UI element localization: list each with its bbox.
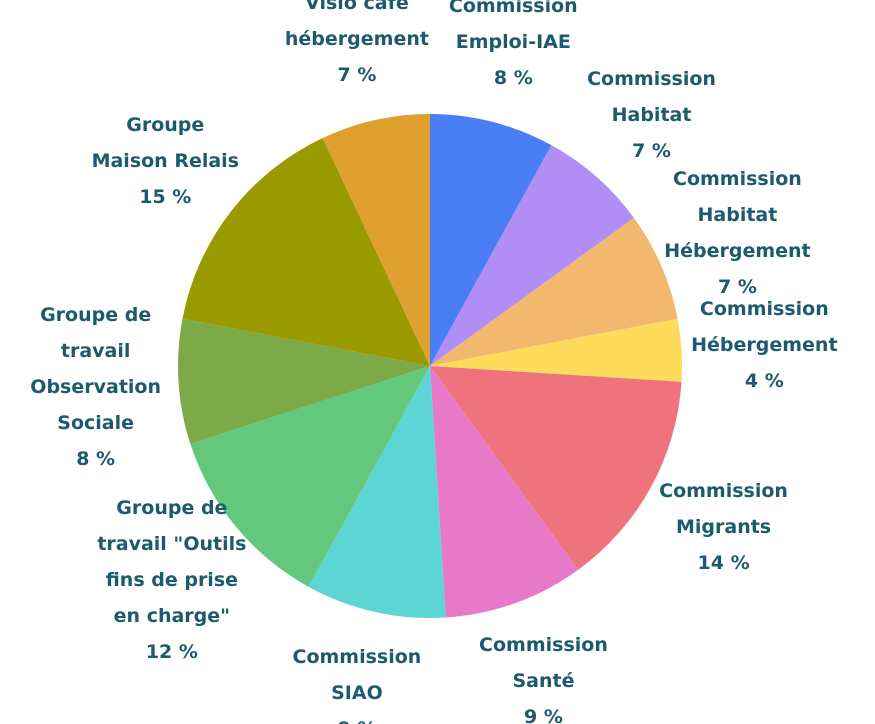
- slice-label: Commission Emploi-IAE 8 %: [433, 0, 593, 96]
- value-label: 9 %: [277, 711, 437, 724]
- category-label: Groupe Maison Relais: [91, 113, 239, 172]
- pie-slice: [430, 318, 683, 382]
- value-label: 7 %: [632, 139, 671, 162]
- slice-label: Commission Habitat Hébergement 7 %: [657, 161, 817, 305]
- value-label: 7 %: [337, 64, 377, 87]
- value-label: 14 %: [697, 552, 750, 575]
- pie-slice: [322, 114, 430, 366]
- value-label: 12 %: [145, 640, 198, 663]
- pie-slice: [178, 318, 430, 444]
- slice-label: Visio café hébergement 7 %: [277, 0, 437, 93]
- value-label: 4 %: [744, 369, 784, 392]
- pie-slice: [430, 145, 634, 366]
- category-label: Visio café hébergement: [284, 0, 429, 51]
- category-label: Commission Habitat: [587, 67, 716, 126]
- pie-slice: [190, 366, 430, 587]
- slice-label: Commission Migrants 14 %: [644, 473, 804, 581]
- slice-label: Groupe de travail Observation Sociale 8 %: [16, 297, 176, 477]
- pie-slice: [182, 137, 430, 366]
- slice-label: Commission Habitat 7 %: [572, 61, 732, 169]
- category-label: Commission Hébergement: [691, 297, 838, 356]
- value-label: 9 %: [524, 706, 563, 724]
- slice-label: Commission Santé 9 %: [463, 627, 623, 724]
- category-label: Commission Habitat Hébergement: [664, 167, 811, 262]
- value-label: 15 %: [139, 185, 192, 208]
- pie-slice: [430, 366, 579, 618]
- category-label: Commission Migrants: [659, 480, 788, 539]
- category-label: Commission Santé: [479, 634, 608, 693]
- slice-label: Groupe de travail "Outils fins de prise …: [92, 490, 252, 670]
- pie-slice: [430, 366, 682, 570]
- slice-label: Commission Hébergement 4 %: [684, 291, 844, 399]
- slice-label: Commission SIAO 9 %: [277, 639, 437, 724]
- pie-slice: [430, 114, 552, 366]
- slice-label: Groupe Maison Relais 15 %: [85, 107, 245, 215]
- value-label: 8 %: [76, 448, 116, 471]
- category-label: Groupe de travail Observation Sociale: [30, 304, 161, 435]
- value-label: 7 %: [718, 275, 757, 298]
- category-label: Commission Emploi-IAE: [448, 0, 578, 53]
- category-label: Groupe de travail "Outils fins de prise …: [97, 496, 247, 627]
- value-label: 8 %: [493, 66, 533, 89]
- pie-slice: [430, 217, 678, 366]
- category-label: Commission SIAO: [292, 645, 422, 704]
- pie-slice: [308, 366, 446, 619]
